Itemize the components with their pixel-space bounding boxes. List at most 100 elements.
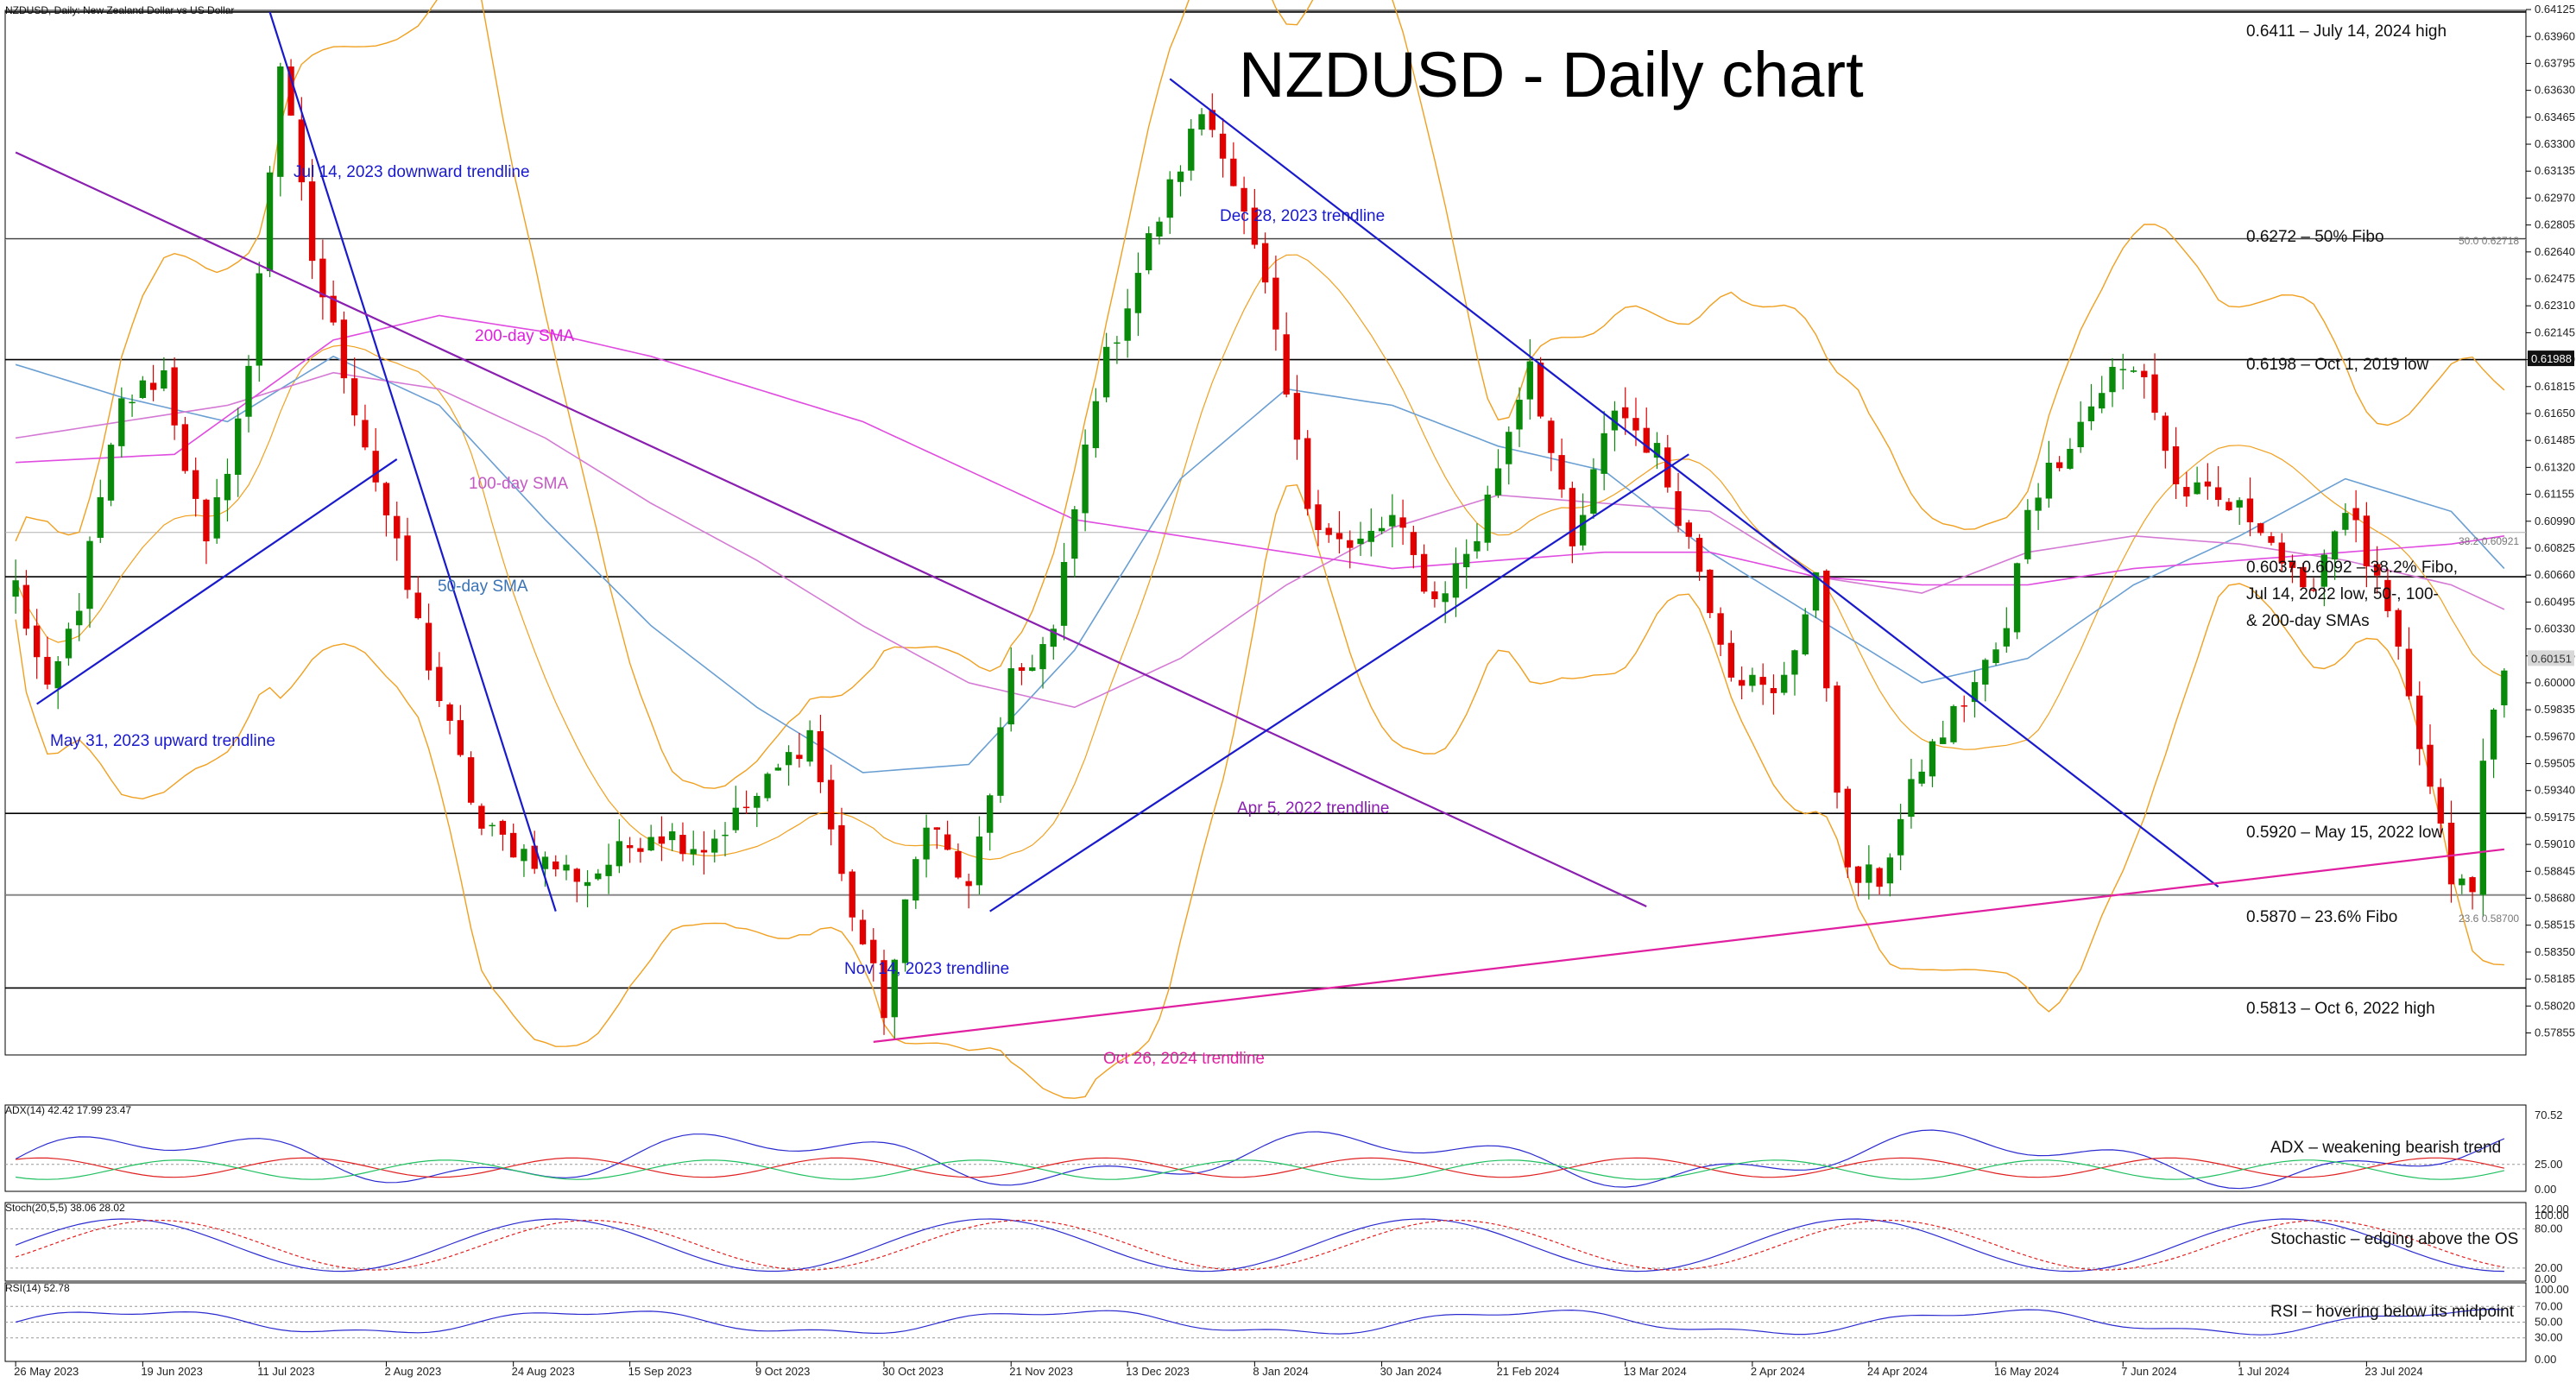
- level-label-2: 0.6198 – Oct 1, 2019 low: [2246, 356, 2429, 374]
- candle-body: [372, 451, 379, 483]
- stochastic-tick-label: 0.00: [2535, 1272, 2556, 1285]
- candle-body: [669, 830, 676, 841]
- candle-body: [1685, 522, 1692, 537]
- candle-body: [436, 666, 443, 702]
- candle-body: [2469, 877, 2476, 893]
- adx-minus-di-line: [16, 1157, 2505, 1178]
- candle-body: [944, 834, 951, 850]
- price-tick-label: 0.64125: [2535, 3, 2575, 16]
- candle-body: [1251, 207, 1259, 245]
- rsi-tick-label: 70.00: [2535, 1299, 2563, 1312]
- candle-body: [1367, 530, 1374, 542]
- oct26-trendline: [873, 848, 2504, 1043]
- price-tick-label: 0.61815: [2535, 380, 2575, 393]
- price-tag-box: [2528, 650, 2574, 666]
- candle-body: [1707, 569, 1714, 614]
- price-tick-label: 0.58845: [2535, 864, 2575, 877]
- price-tick-label: 0.60660: [2535, 568, 2575, 581]
- candle-body: [573, 868, 580, 882]
- candle-body: [2055, 462, 2063, 469]
- candle-body: [256, 273, 262, 366]
- candle-body: [722, 834, 729, 837]
- candle-body: [2013, 563, 2021, 633]
- candle-body: [1643, 427, 1650, 453]
- candle-body: [1770, 688, 1777, 693]
- candle-body: [563, 864, 570, 871]
- candle-body: [2447, 822, 2455, 885]
- time-tick-label: 2 Apr 2024: [1751, 1365, 1805, 1378]
- candle-body: [394, 515, 401, 539]
- bollinger-lower: [15, 483, 2504, 1099]
- price-tick-label: 0.59175: [2535, 811, 2575, 824]
- price-tick-label: 0.62970: [2535, 191, 2575, 204]
- candle-body: [1960, 705, 1967, 707]
- price-tick-label: 0.60825: [2535, 541, 2575, 554]
- candle-body: [997, 727, 1004, 796]
- candle-body: [2141, 370, 2148, 377]
- candle-body: [1188, 129, 1195, 171]
- level-label-5: & 200-day SMAs: [2246, 612, 2370, 630]
- candle-body: [838, 824, 845, 875]
- candle-body: [2501, 670, 2508, 706]
- candle-body: [2109, 366, 2116, 393]
- candle-body: [1823, 571, 1830, 689]
- candle-body: [266, 172, 274, 272]
- candle-body: [817, 731, 824, 783]
- dec28-trendline: [1169, 78, 2219, 888]
- rsi-tick-label: 100.00: [2535, 1283, 2569, 1296]
- candle-body: [891, 959, 898, 1018]
- level-label-3: 0.6037-0.6092 – 38.2% Fibo,: [2246, 559, 2458, 577]
- candle-body: [2416, 695, 2423, 749]
- candle-body: [1908, 779, 1915, 818]
- candle-body: [2226, 502, 2232, 511]
- rsi-tick-label: 50.00: [2535, 1316, 2563, 1329]
- price-tick-label: 0.59340: [2535, 784, 2575, 797]
- price-tick-label: 0.63960: [2535, 29, 2575, 42]
- sma200-line: [16, 314, 2505, 586]
- candle-body: [2384, 579, 2391, 611]
- candle-body: [287, 66, 294, 116]
- price-tag-box: [2528, 350, 2574, 367]
- candle-body: [1474, 540, 1481, 552]
- candle-body: [754, 795, 761, 808]
- candle-body: [161, 370, 167, 389]
- candle-body: [764, 774, 771, 799]
- time-tick-label: 24 Apr 2024: [1867, 1365, 1928, 1378]
- rsi-note: RSI – hovering below its midpoint: [2270, 1303, 2515, 1321]
- candle-body: [1558, 455, 1565, 489]
- candle-body: [1114, 342, 1121, 344]
- price-tick-label: 0.61485: [2535, 433, 2575, 446]
- candle-body: [2278, 542, 2285, 564]
- label-sma200: 200-day SMA: [475, 327, 574, 345]
- candle-body: [2352, 508, 2359, 521]
- candle-body: [933, 827, 941, 830]
- candle-body: [330, 295, 337, 323]
- fib-label-236: 23.6 0.58700: [2459, 913, 2519, 925]
- candle-body: [1029, 667, 1036, 672]
- time-tick-label: 30 Oct 2023: [882, 1365, 944, 1378]
- candle-body: [2099, 393, 2106, 409]
- candle-body: [1431, 591, 1438, 600]
- candle-body: [531, 845, 538, 869]
- candle-body: [2479, 761, 2487, 895]
- candle-body: [414, 592, 421, 619]
- candle-body: [1569, 488, 1576, 546]
- adx-tick-label: 25.00: [2535, 1158, 2563, 1171]
- candle-body: [118, 398, 125, 446]
- candle-body: [2236, 500, 2243, 508]
- rsi-tick-label: 30.00: [2535, 1331, 2563, 1344]
- candle-body: [1886, 857, 1894, 884]
- candle-body: [2045, 462, 2053, 499]
- candle-body: [446, 704, 453, 721]
- candle-body: [987, 795, 994, 833]
- candle-body: [1738, 679, 1746, 686]
- time-tick-label: 15 Sep 2023: [628, 1365, 692, 1378]
- candle-body: [1102, 346, 1110, 398]
- candle-body: [1506, 432, 1512, 464]
- label-jul14-trend: Jul 14, 2023 downward trendline: [294, 163, 530, 181]
- price-tick-label: 0.59670: [2535, 729, 2575, 742]
- candle-body: [1463, 553, 1470, 568]
- candle-body: [2257, 523, 2264, 534]
- candle-body: [489, 824, 496, 827]
